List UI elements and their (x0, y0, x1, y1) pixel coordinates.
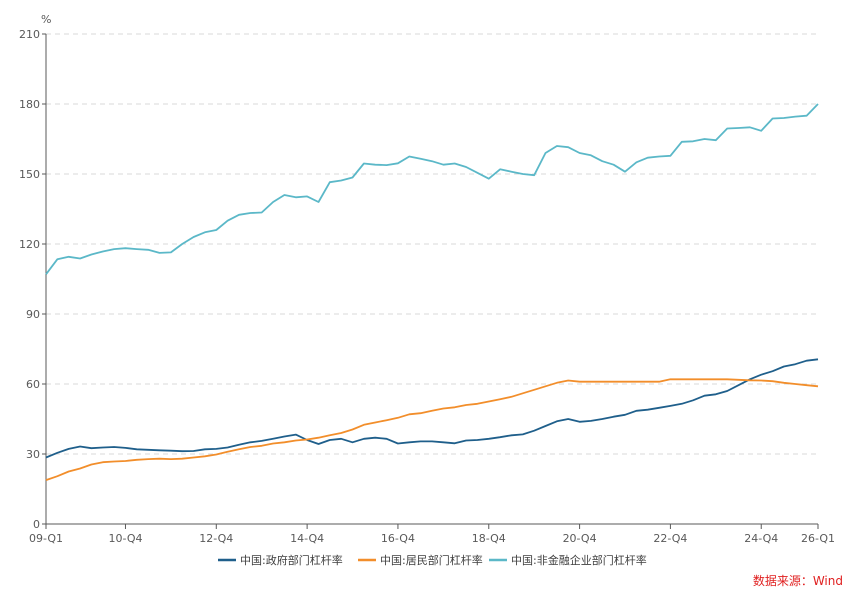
x-axis-tick-labels: 09-Q1 10-Q4 12-Q4 14-Q4 16-Q4 18-Q4 20-Q4 22-Q4… (29, 532, 835, 545)
y-tick-label: 60 (26, 378, 40, 391)
legend-label: 中国:居民部门杠杆率 (380, 553, 483, 567)
x-tick-label: 09-Q1 (29, 532, 63, 545)
x-tick-label: 18-Q4 (472, 532, 506, 545)
y-axis-unit: % (41, 13, 51, 26)
series-line-1 (45, 378, 819, 481)
gridlines (46, 33, 818, 455)
y-tick-label: 0 (33, 518, 40, 531)
x-tick-label: 24-Q4 (744, 532, 778, 545)
legend: 中国:政府部门杠杆率 中国:居民部门杠杆率 中国:非金融企业部门杠杆率 (218, 553, 647, 567)
series-line-0 (45, 358, 819, 459)
y-tick-label: 30 (26, 448, 40, 461)
y-tick-label: 180 (19, 98, 40, 111)
series-lines (45, 103, 819, 481)
x-tick-label: 26-Q1 (801, 532, 835, 545)
series-line-2 (45, 103, 819, 275)
x-tick-label: 10-Q4 (108, 532, 142, 545)
x-tick-label: 16-Q4 (381, 532, 415, 545)
legend-label: 中国:非金融企业部门杠杆率 (511, 553, 647, 567)
source-note: 数据来源：Wind (752, 574, 843, 588)
x-tick-label: 22-Q4 (653, 532, 687, 545)
y-tick-label: 120 (19, 238, 40, 251)
y-tick-label: 90 (26, 308, 40, 321)
legend-label: 中国:政府部门杠杆率 (240, 553, 343, 567)
axes (42, 33, 819, 529)
y-axis-tick-labels: 0 30 60 90 120 150 180 210 (19, 28, 40, 531)
y-tick-label: 210 (19, 28, 40, 41)
x-tick-label: 12-Q4 (199, 532, 233, 545)
x-tick-label: 14-Q4 (290, 532, 324, 545)
y-tick-label: 150 (19, 168, 40, 181)
x-tick-label: 20-Q4 (563, 532, 597, 545)
